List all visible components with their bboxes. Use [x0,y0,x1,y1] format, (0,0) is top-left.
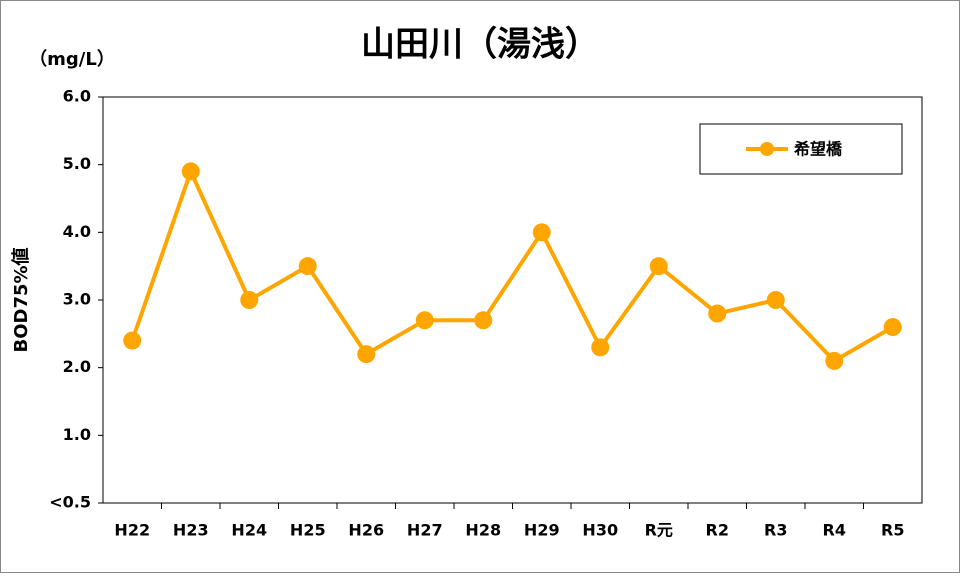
x-tick-label: H26 [348,521,384,540]
x-tick-label: R4 [823,521,846,540]
y-tick-label: 5.0 [63,154,91,173]
x-tick-label: H23 [173,521,209,540]
x-tick-label: R元 [645,521,673,540]
data-point [591,338,610,357]
data-point [474,311,493,330]
chart-title: 山田川（湯浅） [361,25,599,65]
x-tick-label: R3 [764,521,787,540]
y-tick-label: <0.5 [49,493,91,512]
y-axis-label: BOD75%値 [10,247,32,352]
data-point [883,318,902,337]
x-tick-label: H28 [465,521,501,540]
data-point [298,257,317,276]
legend-label: 希望橋 [794,140,843,159]
y-tick-label: 6.0 [63,87,91,106]
x-tick-label: H22 [114,521,150,540]
data-point [825,351,844,370]
data-point [766,291,785,309]
x-tick-label: H30 [582,521,618,540]
data-point [415,311,434,330]
x-tick-label: R5 [881,521,904,540]
data-point [649,257,668,276]
x-tick-label: H29 [524,521,560,540]
legend-box [699,123,903,175]
y-tick-label: 4.0 [63,222,91,241]
unit-label: （mg/L） [29,49,115,70]
y-tick-label: 1.0 [63,425,91,444]
y-tick-label: 2.0 [63,357,91,376]
data-point [181,162,200,181]
x-tick-label: R2 [706,521,729,540]
data-point [532,223,551,242]
data-point [240,291,259,309]
data-point [708,304,727,323]
data-point [357,345,376,364]
x-tick-label: H24 [231,521,267,540]
data-point [123,331,142,350]
series-line [130,169,894,363]
legend-marker [760,142,774,156]
y-tick-label: 3.0 [63,290,91,309]
x-tick-label: H25 [290,521,326,540]
x-tick-label: H27 [407,521,443,540]
